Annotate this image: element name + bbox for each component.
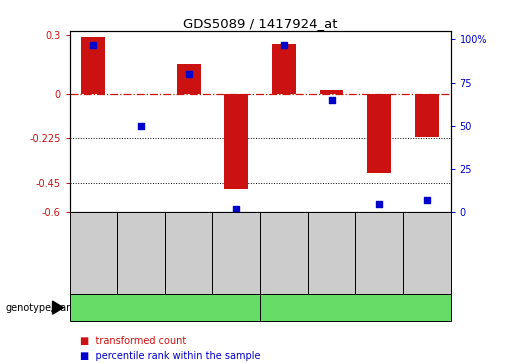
Text: GSM1151354: GSM1151354 <box>232 227 241 280</box>
Point <box>375 201 383 207</box>
Text: genotype/variation: genotype/variation <box>5 303 98 313</box>
Point <box>89 42 97 48</box>
Bar <box>225 94 248 189</box>
Point <box>184 71 193 77</box>
Text: GSM1151351: GSM1151351 <box>89 227 98 280</box>
Bar <box>367 94 391 173</box>
Text: GSM1151355: GSM1151355 <box>280 227 288 280</box>
Point <box>232 206 241 212</box>
Bar <box>177 64 200 94</box>
Bar <box>320 90 344 94</box>
Text: GSM1151353: GSM1151353 <box>184 227 193 280</box>
Title: GDS5089 / 1417924_at: GDS5089 / 1417924_at <box>183 17 337 30</box>
Text: ■  percentile rank within the sample: ■ percentile rank within the sample <box>80 351 260 361</box>
Point <box>328 97 336 103</box>
Text: GSM1151357: GSM1151357 <box>375 227 384 280</box>
Bar <box>415 94 439 137</box>
Text: cystatin B knockout Cstb-/-: cystatin B knockout Cstb-/- <box>99 303 231 313</box>
Point <box>423 197 431 203</box>
Text: wild type: wild type <box>333 303 377 313</box>
Text: ■  transformed count: ■ transformed count <box>80 336 186 346</box>
Text: GSM1151352: GSM1151352 <box>136 227 145 280</box>
Point <box>280 42 288 48</box>
Text: GSM1151356: GSM1151356 <box>327 227 336 280</box>
Text: GSM1151358: GSM1151358 <box>422 227 431 280</box>
Bar <box>272 44 296 94</box>
Point <box>137 123 145 129</box>
Bar <box>81 37 105 94</box>
